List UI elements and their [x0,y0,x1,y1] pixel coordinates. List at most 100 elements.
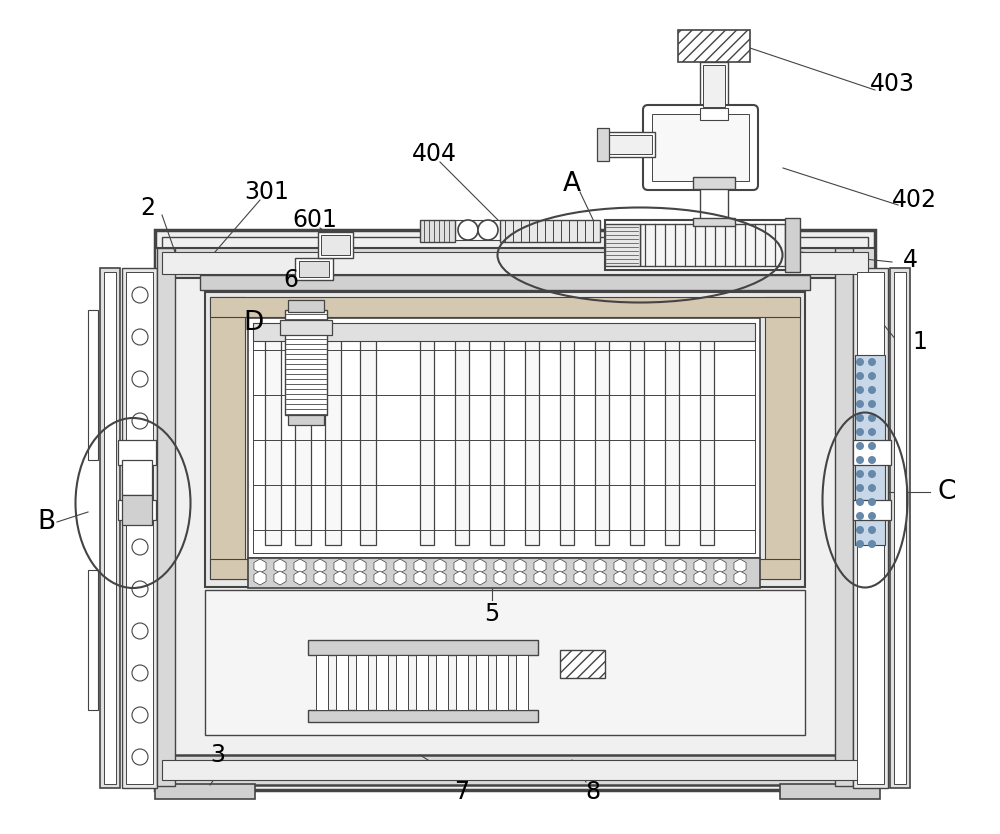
Bar [665,330,679,545]
Bar [560,650,605,678]
Bar [100,268,120,788]
Bar [605,220,790,270]
Circle shape [856,526,864,534]
Circle shape [868,456,876,464]
Bar [853,268,888,788]
Bar [356,655,368,710]
Text: 1: 1 [913,330,927,354]
Bar [155,755,875,785]
Text: 2: 2 [140,196,156,220]
Bar [122,268,157,788]
Text: 301: 301 [245,180,289,204]
Circle shape [856,358,864,366]
Bar [640,224,785,266]
Circle shape [856,400,864,408]
Bar [500,220,600,242]
Bar [785,218,800,272]
Bar [420,220,455,242]
Circle shape [856,512,864,520]
Bar [155,230,875,790]
Bar [780,784,880,799]
Text: 6: 6 [284,268,298,292]
Bar [455,220,503,240]
Circle shape [856,442,864,450]
Circle shape [868,428,876,436]
Circle shape [478,220,498,240]
Bar [126,272,153,784]
Bar [693,177,735,189]
Circle shape [856,470,864,478]
Text: 4: 4 [902,248,918,272]
Text: 7: 7 [454,780,470,804]
Bar [308,710,538,722]
Bar [299,261,329,277]
Bar [248,318,760,558]
Circle shape [856,428,864,436]
Circle shape [868,484,876,492]
Circle shape [868,400,876,408]
Bar [118,440,156,465]
Bar [162,760,868,780]
Bar [295,330,311,545]
Bar [285,310,327,415]
Circle shape [132,539,148,555]
Text: D: D [244,310,264,336]
Bar [476,655,488,710]
Bar [88,570,98,710]
Bar [288,415,324,425]
Bar [318,232,353,258]
Bar [104,272,116,784]
Bar [700,108,728,120]
Bar [703,65,725,107]
Circle shape [132,287,148,303]
Circle shape [868,512,876,520]
Bar [210,297,800,317]
Bar [855,355,885,545]
Text: C: C [938,479,956,505]
Circle shape [856,372,864,380]
Text: 404: 404 [412,142,456,166]
Circle shape [856,386,864,394]
Circle shape [856,484,864,492]
Bar [155,784,255,799]
Bar [122,460,152,495]
Circle shape [132,749,148,765]
Bar [205,292,805,587]
Text: A: A [563,171,581,197]
Circle shape [868,358,876,366]
Bar [162,237,868,783]
Bar [894,272,906,784]
Bar [652,114,749,181]
Bar [603,135,652,154]
Circle shape [132,497,148,513]
Bar [280,320,332,335]
Bar [597,128,609,161]
Bar [321,235,350,255]
Bar [122,495,152,525]
Bar [205,590,805,735]
Bar [157,248,175,786]
Circle shape [132,413,148,429]
Bar [490,330,504,545]
Bar [265,330,281,545]
Circle shape [868,470,876,478]
Circle shape [132,371,148,387]
Bar [496,655,508,710]
Bar [210,559,800,579]
Bar [595,330,609,545]
Bar [155,248,875,278]
Circle shape [856,498,864,506]
Bar [376,655,388,710]
Bar [200,275,810,290]
Bar [630,330,644,545]
Bar [456,655,468,710]
Bar [162,252,868,274]
Bar [605,224,640,266]
Circle shape [132,581,148,597]
Circle shape [868,442,876,450]
Bar [253,323,755,553]
Text: 403: 403 [870,72,914,96]
Bar [396,655,408,710]
Circle shape [132,329,148,345]
Bar [700,62,728,110]
